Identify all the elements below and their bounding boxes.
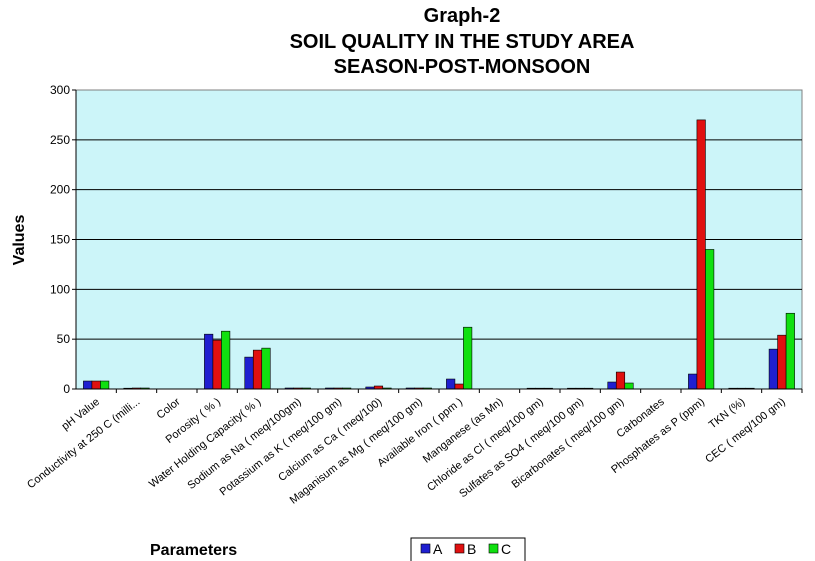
chart-title-line-1: Graph-2 [424,5,501,27]
bar-b-3 [212,339,222,390]
y-tick-label: 200 [50,183,70,197]
legend-swatch-c [488,543,499,554]
y-tick-label: 300 [50,83,70,97]
bar-c-17 [785,312,795,390]
bar-a-4 [244,356,254,390]
y-tick-label: 100 [50,282,70,296]
bar-a-13 [607,381,617,390]
y-tick-label: 150 [50,233,70,247]
y-axis-label: Values [11,215,28,266]
bar-a-3 [204,333,214,390]
bar-c-9 [463,326,473,390]
bar-b-17 [777,334,787,390]
bar-a-15 [688,373,698,390]
legend-label-a: A [433,541,443,557]
bar-b-9 [454,383,464,390]
bar-b-0 [91,380,101,390]
legend-swatch-a [420,543,431,554]
y-tick-label: 50 [57,332,71,346]
x-axis-label: Parameters [150,542,237,559]
legend-swatch-b [454,543,465,554]
chart-title-line-2: SOIL QUALITY IN THE STUDY AREA [290,31,635,53]
bar-a-9 [446,378,456,390]
y-tick-label: 250 [50,133,70,147]
bar-c-3 [221,330,231,390]
x-tick-label: Color [155,396,183,422]
bar-c-13 [624,382,634,390]
bar-c-4 [261,347,271,390]
legend-label-c: C [501,541,511,557]
bar-a-0 [83,380,93,390]
y-tick-label: 0 [63,382,70,396]
bar-a-17 [768,348,778,390]
bar-c-15 [705,249,715,390]
chart-title-line-3: SEASON-POST-MONSOON [334,56,591,78]
bar-b-15 [696,119,706,390]
legend-label-b: B [467,541,476,557]
legend: A B C [410,537,526,561]
bar-b-13 [615,371,626,390]
bar-b-4 [252,349,263,390]
bar-c-0 [100,380,110,390]
